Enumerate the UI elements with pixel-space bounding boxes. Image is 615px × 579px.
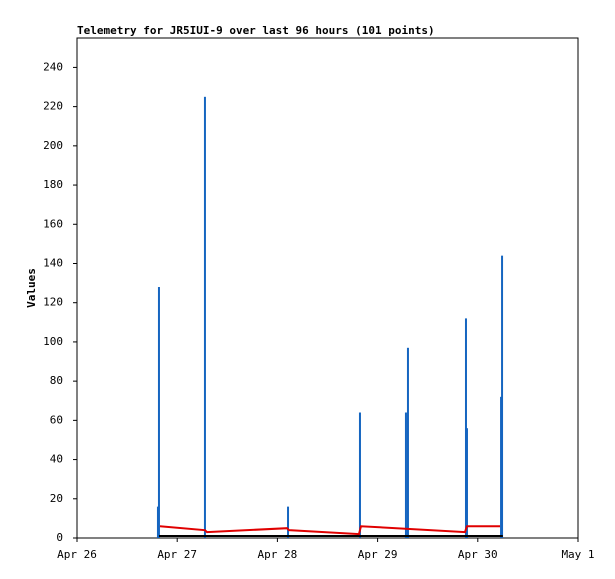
y-tick-label: 40	[50, 453, 63, 466]
y-tick-label: 180	[43, 178, 63, 191]
spike	[157, 287, 160, 538]
x-tick-label: Apr 29	[358, 548, 398, 561]
spike	[287, 506, 290, 538]
spike	[406, 347, 409, 538]
x-tick-label: Apr 26	[57, 548, 97, 561]
y-tick-label: 100	[43, 335, 63, 348]
y-tick-label: 160	[43, 217, 63, 230]
spike	[156, 506, 159, 538]
spike	[465, 428, 468, 538]
y-tick-label: 240	[43, 60, 63, 73]
y-tick-label: 140	[43, 256, 63, 269]
x-tick-label: Apr 27	[157, 548, 197, 561]
spike	[500, 396, 503, 538]
series-line	[159, 525, 501, 536]
y-tick-label: 80	[50, 374, 63, 387]
x-tick-label: Apr 30	[458, 548, 498, 561]
spike	[203, 96, 206, 538]
y-tick-label: 220	[43, 100, 63, 113]
y-tick-label: 20	[50, 492, 63, 505]
spike	[464, 318, 467, 538]
spike	[358, 412, 361, 538]
chart-title: Telemetry for JR5IUI-9 over last 96 hour…	[77, 24, 435, 37]
plot-frame	[76, 37, 579, 539]
spike	[501, 255, 504, 538]
x-tick-label: May 1	[561, 548, 594, 561]
x-tick-label: Apr 28	[258, 548, 298, 561]
y-tick-label: 60	[50, 413, 63, 426]
y-tick-label: 0	[56, 531, 63, 544]
y-tick-label: 200	[43, 139, 63, 152]
y-axis-label: Values	[25, 268, 38, 308]
y-tick-label: 120	[43, 296, 63, 309]
spike	[404, 412, 407, 538]
